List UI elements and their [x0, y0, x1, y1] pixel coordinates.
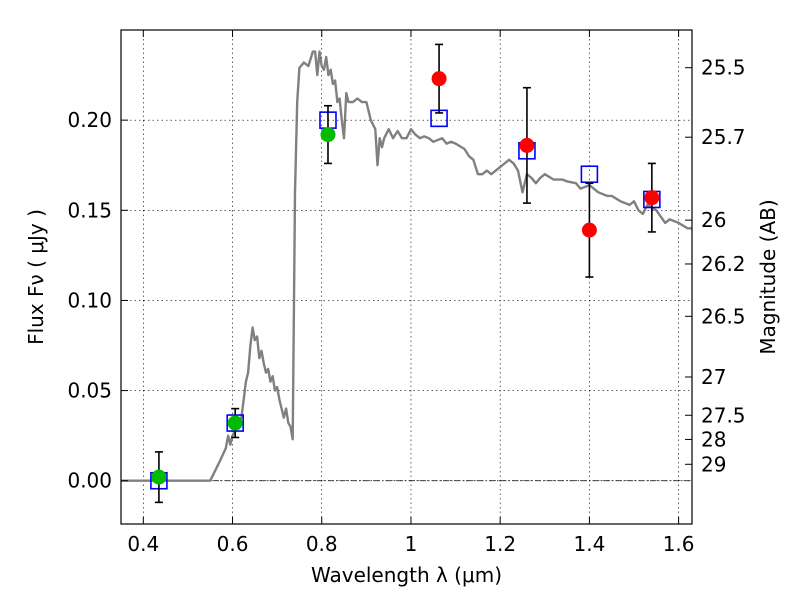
y2-tick-label: 26.5 [701, 304, 746, 328]
y2-tick-label: 26 [701, 208, 726, 232]
observed-point [519, 137, 535, 153]
observed-point [151, 469, 167, 485]
y-tick-label: 0.05 [67, 379, 112, 403]
x-tick-label: 1.2 [484, 532, 516, 556]
observed-point [320, 127, 336, 143]
x-tick-label: 1 [405, 532, 418, 556]
x-tick-label: 1.6 [663, 532, 695, 556]
sed-model-series [121, 50, 692, 482]
plot-frame [120, 29, 693, 525]
y2-tick-label: 29 [701, 452, 726, 476]
observed-series [151, 43, 660, 504]
axis-ticks: 0.4 0.6 0.8 1 1.2 1.4 1.6 0.00 0.05 0.10 0.15 0.20 2… [67, 30, 746, 556]
observed-point [431, 71, 447, 87]
x-tick-label: 0.4 [127, 532, 159, 556]
y2-tick-label: 28 [701, 427, 726, 451]
y2-axis-label: Magnitude (AB) [756, 199, 780, 354]
y2-tick-label: 25.7 [701, 125, 746, 149]
y2-tick-label: 26.2 [701, 252, 746, 276]
model-photometry-series [150, 109, 661, 490]
observed-point [227, 415, 243, 431]
model-photometry-point [580, 165, 599, 184]
y-tick-label: 0.00 [67, 469, 112, 493]
y-tick-label: 0.15 [67, 198, 112, 222]
observed-point [644, 190, 660, 206]
x-tick-label: 0.8 [306, 532, 338, 556]
observed-point [581, 222, 597, 238]
y-axis-label: Flux Fν ( μJy ) [24, 209, 48, 345]
y-tick-label: 0.10 [67, 288, 112, 312]
x-tick-label: 1.4 [573, 532, 605, 556]
grid [121, 30, 692, 524]
y-tick-label: 0.20 [67, 108, 112, 132]
y2-tick-label: 25.5 [701, 56, 746, 80]
x-axis-label: Wavelength λ (μm) [311, 563, 502, 587]
y2-tick-label: 27 [701, 365, 726, 389]
sed-model-line [121, 50, 692, 482]
y2-tick-label: 27.5 [701, 403, 746, 427]
x-tick-label: 0.6 [217, 532, 249, 556]
